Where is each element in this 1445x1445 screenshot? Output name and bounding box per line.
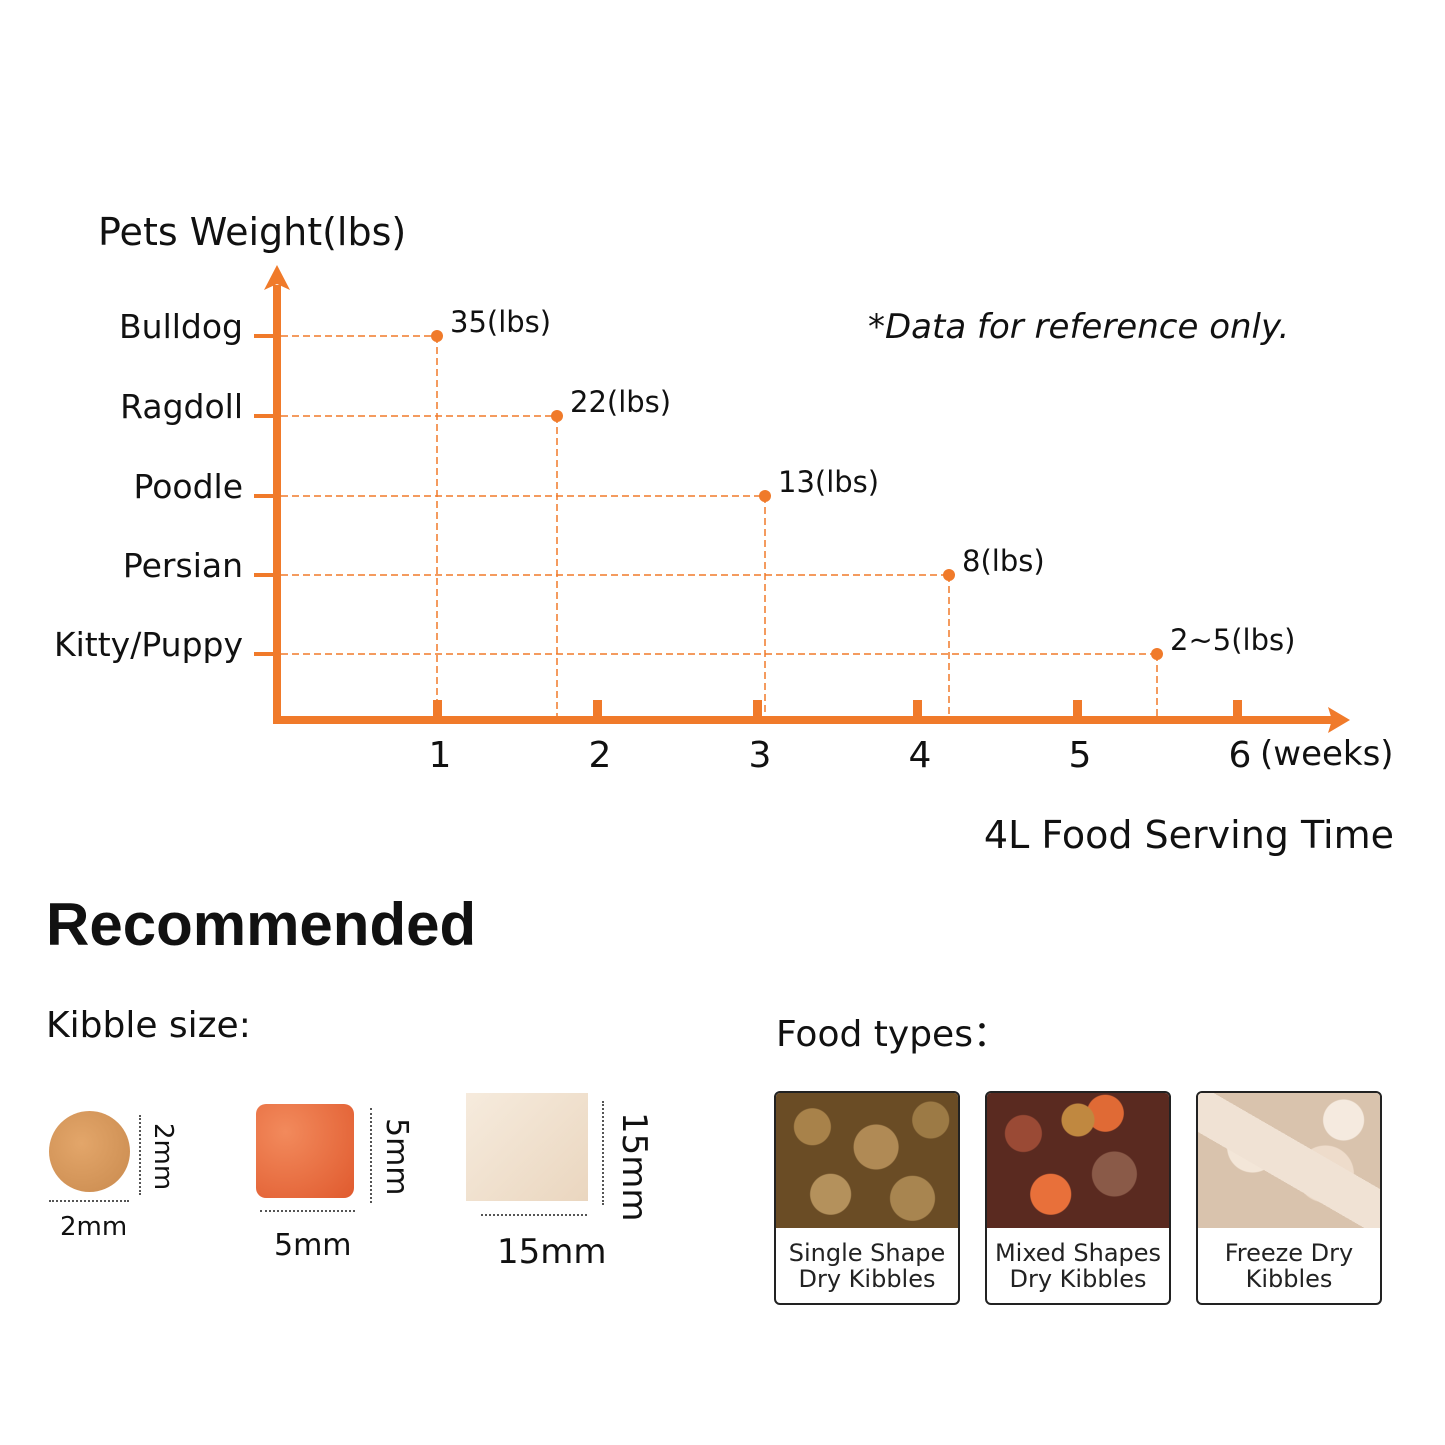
food-label-line1: Single Shape [788,1239,946,1267]
data-point [759,490,771,502]
kibble-15mm-image [466,1093,588,1201]
kibble-size-heading: Kibble size: [46,1005,251,1046]
data-label: 8(lbs) [962,544,1045,578]
food-label-line1: Freeze Dry [1224,1239,1354,1267]
kibble-2mm-width: 2mm [60,1212,128,1242]
x-tick-2 [593,700,602,720]
kibble-15mm-height-line [602,1101,604,1205]
x-tick-3 [753,700,762,720]
kibble-15mm-height: 15mm [614,1112,654,1222]
mixed-shapes-kibble-photo [987,1093,1169,1228]
x-axis-arrow [1328,707,1350,733]
food-card-single-shape: Single Shape Dry Kibbles [774,1091,960,1305]
x-tick-5 [1073,700,1082,720]
kibble-5mm-height: 5mm [379,1118,414,1196]
x-tick-label-5: 5 [1069,735,1092,776]
x-axis-title: 4L Food Serving Time [984,813,1394,857]
y-category-label: Kitty/Puppy [54,625,243,664]
freeze-dry-kibble-photo [1198,1093,1380,1228]
kibble-2mm-image [49,1111,130,1192]
x-tick-label-1: 1 [429,735,452,776]
data-point [431,330,443,342]
food-types-heading: Food types： [776,1014,1009,1055]
x-tick-label-2: 2 [589,735,612,776]
data-point [943,569,955,581]
kibble-2mm-height-line [139,1115,141,1195]
x-tick-label-6: 6 [1229,735,1252,776]
data-label: 2~5(lbs) [1170,623,1295,657]
weight-vs-time-chart: 1 2 3 4 5 6 Bulldog 35(lbs) Ragdoll 22(lbs) Poodle… [54,210,1394,857]
y-category-label: Persian [123,546,243,585]
data-label: 22(lbs) [570,385,671,419]
x-axis-unit: (weeks) [1260,734,1394,774]
y-axis-title: Pets Weight(lbs) [98,210,406,254]
food-card-mixed-shapes: Mixed Shapes Dry Kibbles [985,1091,1171,1305]
kibble-2mm-height: 2mm [148,1123,178,1191]
food-label-line1: Mixed Shapes [994,1239,1162,1267]
kibble-5mm-width-line [260,1210,355,1212]
single-shape-kibble-photo [776,1093,958,1228]
food-label-line2: Dry Kibbles [1009,1265,1147,1293]
food-card-freeze-dry: Freeze Dry Kibbles [1196,1091,1382,1305]
y-axis-arrow [264,265,290,290]
data-point [551,410,563,422]
x-tick-label-4: 4 [909,735,932,776]
food-label-line2: Kibbles [1245,1265,1333,1293]
x-tick-6 [1233,700,1242,720]
kibble-15mm-width: 15mm [497,1232,607,1272]
reference-note: *Data for reference only. [868,307,1289,347]
data-label: 35(lbs) [450,305,551,339]
kibble-5mm-height-line [370,1108,372,1203]
food-label-line2: Dry Kibbles [798,1265,936,1293]
recommended-heading: Recommended [46,891,477,958]
kibble-15mm-width-line [481,1214,587,1216]
x-tick-label-3: 3 [749,735,772,776]
data-point [1151,648,1163,660]
x-tick-4 [913,700,922,720]
kibble-5mm-width: 5mm [274,1228,352,1263]
kibble-2mm-width-line [49,1200,129,1202]
kibble-5mm-image [256,1104,354,1198]
y-category-label: Bulldog [119,307,243,346]
y-category-label: Poodle [133,467,243,506]
data-label: 13(lbs) [778,465,879,499]
y-category-label: Ragdoll [120,387,243,426]
